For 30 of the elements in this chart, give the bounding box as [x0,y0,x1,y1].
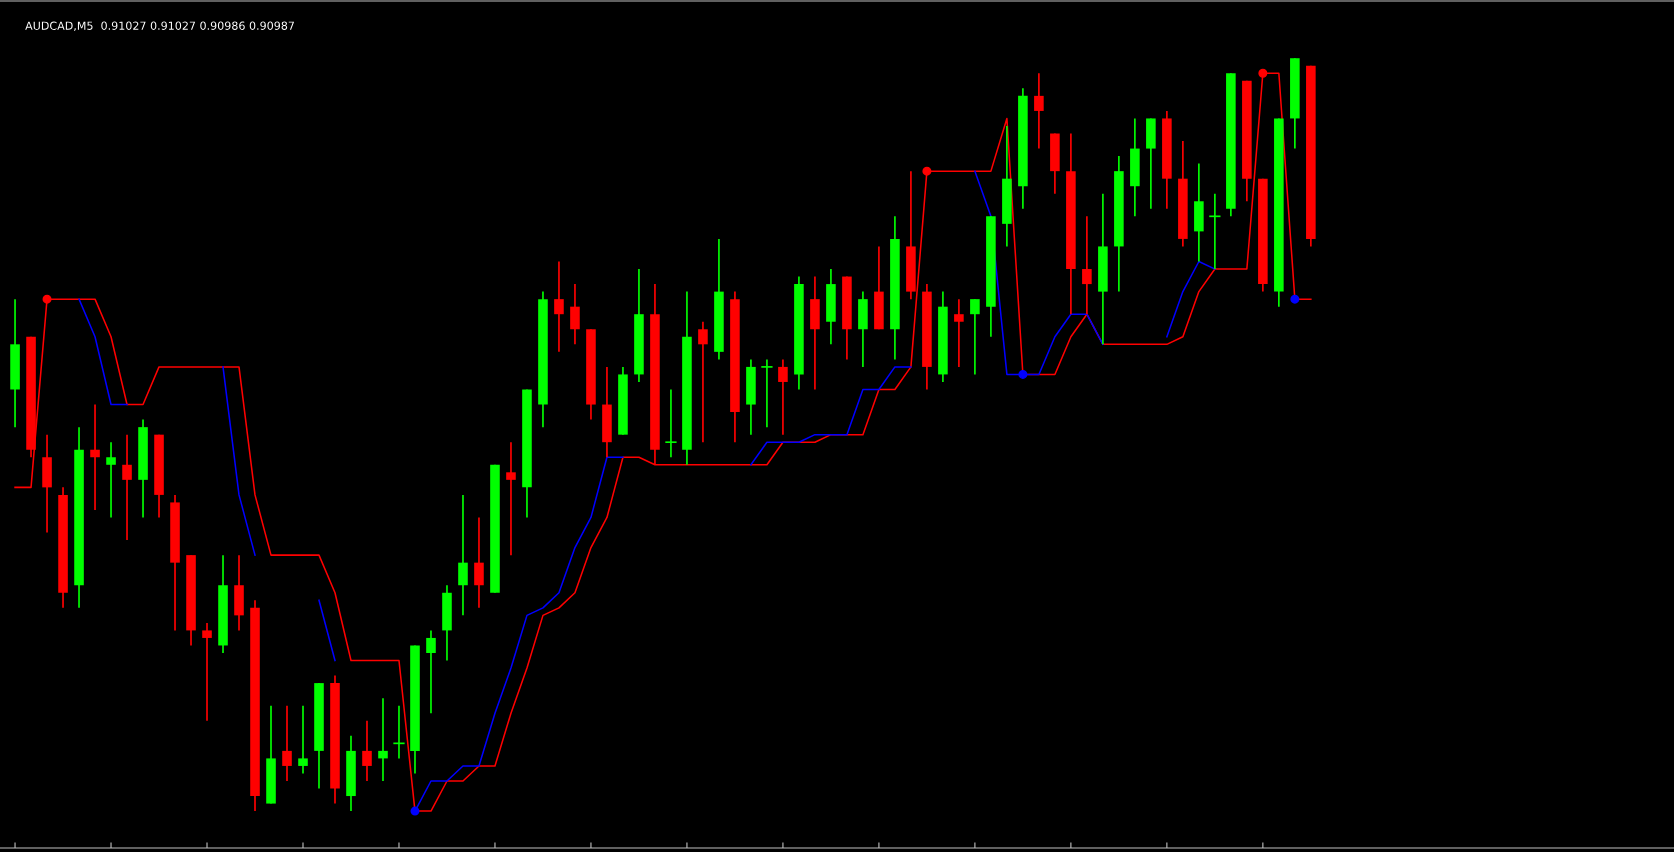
candlestick [122,433,132,541]
chart-title: AUDCAD,M5 0.91027 0.91027 0.90986 0.90987 [25,21,294,32]
point [1258,68,1268,78]
candlestick [90,403,100,511]
candlestick [458,494,468,617]
candlestick [1082,215,1092,316]
candlestick [282,704,292,782]
candlestick [570,283,580,346]
candlestick [665,388,677,459]
candlestick [474,516,484,609]
candlestick [970,298,980,376]
point [922,166,932,176]
candlestick [426,629,436,715]
candlestick [362,719,372,782]
candlestick [378,697,388,782]
point [42,294,52,304]
candlestick [554,260,564,353]
candlestick [1034,72,1044,150]
candlestick [298,704,308,775]
point [1290,294,1300,304]
point [1018,369,1028,379]
candlestick [1209,192,1221,270]
candlestick [954,298,964,368]
candlestick [106,441,116,519]
candlestick [778,358,788,436]
candlestick [698,320,708,444]
point [410,806,420,816]
candlestick [506,441,516,556]
candlestick [761,358,773,428]
candlestick [202,622,212,722]
